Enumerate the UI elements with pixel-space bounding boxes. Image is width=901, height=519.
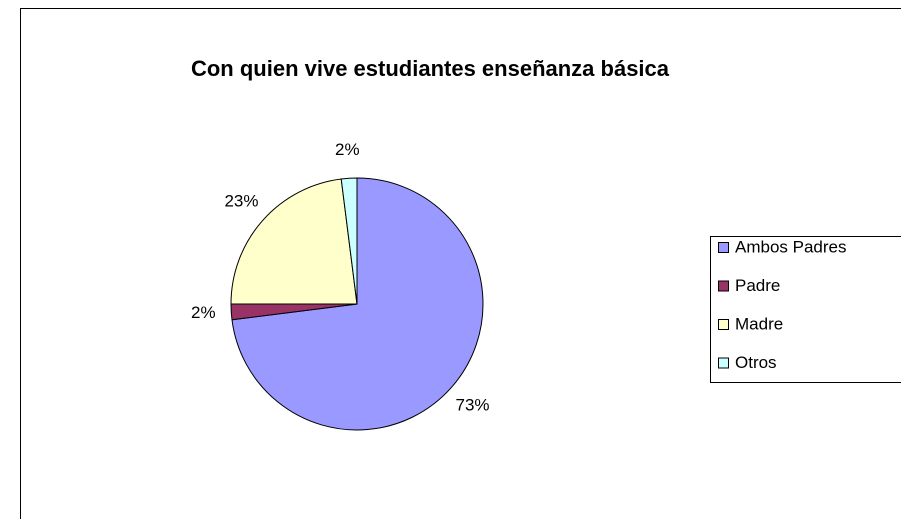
legend-label: Madre: [735, 314, 783, 333]
data-label: 73%: [456, 395, 490, 414]
legend-label: Ambos Padres: [735, 237, 847, 256]
data-label: 2%: [191, 303, 216, 322]
legend-label: Otros: [735, 353, 777, 372]
pie-slice: [230, 178, 358, 305]
legend-box: [710, 236, 901, 383]
data-label: 23%: [224, 192, 258, 211]
legend-swatch: [718, 319, 729, 330]
legend-swatch: [718, 280, 729, 292]
data-label: 2%: [335, 140, 360, 159]
legend-swatch: [718, 357, 729, 369]
legend-swatch: [718, 242, 729, 253]
chart-title: Con quien vive estudiantes enseñanza bás…: [191, 56, 670, 81]
pie-slice: [340, 177, 358, 305]
legend-label: Padre: [735, 276, 780, 295]
